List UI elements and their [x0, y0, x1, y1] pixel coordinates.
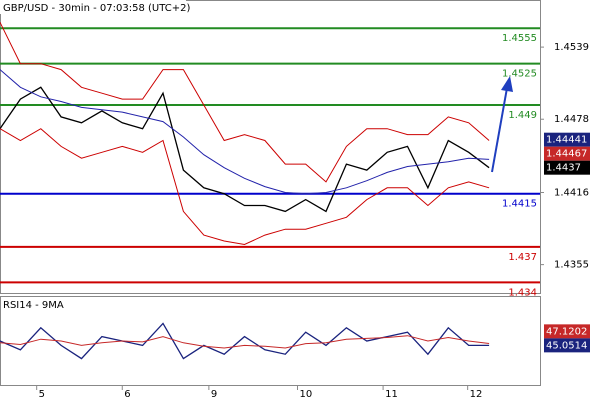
- y-tick-label: 1.4539: [554, 42, 589, 53]
- level-label: 1.4415: [502, 199, 537, 210]
- price-tag-label: 1.44441: [546, 135, 587, 146]
- x-tick-label: 10: [300, 389, 313, 400]
- layer: 1.4555 1.4525 1.449 1.4415 1.437 1.434 1.4539 1…: [0, 22, 590, 400]
- rsi-title: RSI14 - 9MA: [3, 300, 64, 311]
- series-line: [0, 86, 490, 213]
- level-label: 1.4555: [502, 33, 537, 44]
- series-line: [0, 69, 490, 195]
- level-label: 1.437: [508, 252, 537, 263]
- level-label: 1.449: [508, 110, 537, 121]
- series-line: [0, 335, 490, 349]
- price-tag-label: 45.0514: [546, 340, 587, 351]
- forecast-arrow: [491, 87, 508, 173]
- y-tick-label: 1.4416: [554, 188, 589, 199]
- price-tag: [544, 146, 590, 161]
- arrow-head: [501, 76, 513, 92]
- x-tick-label: 9: [211, 389, 217, 400]
- price-tag: [544, 338, 590, 353]
- price-tag-label: 1.44467: [546, 149, 587, 160]
- x-tick-label: 5: [39, 389, 45, 400]
- y-tick-label: 1.4355: [554, 260, 589, 271]
- price-tag-label: 47.1202: [546, 326, 587, 337]
- series-line: [0, 128, 490, 246]
- series-line: [0, 22, 490, 183]
- x-tick-label: 11: [385, 389, 398, 400]
- y-tick-label: 1.4478: [554, 114, 589, 125]
- price-tag: [544, 324, 590, 339]
- chart-title: GBP/USD - 30min - 07:03:58 (UTC+2): [3, 3, 190, 14]
- series-line: [0, 322, 490, 360]
- price-frame: [0, 0, 541, 294]
- x-tick-label: 12: [470, 389, 483, 400]
- level-label: 1.4525: [502, 69, 537, 80]
- level-label: 1.434: [508, 287, 537, 298]
- title-bg: [0, 0, 186, 14]
- x-tick-label: 6: [124, 389, 130, 400]
- price-tag: [544, 132, 590, 147]
- price-tag-label: 1.4437: [546, 163, 581, 174]
- price-tag: [544, 160, 590, 175]
